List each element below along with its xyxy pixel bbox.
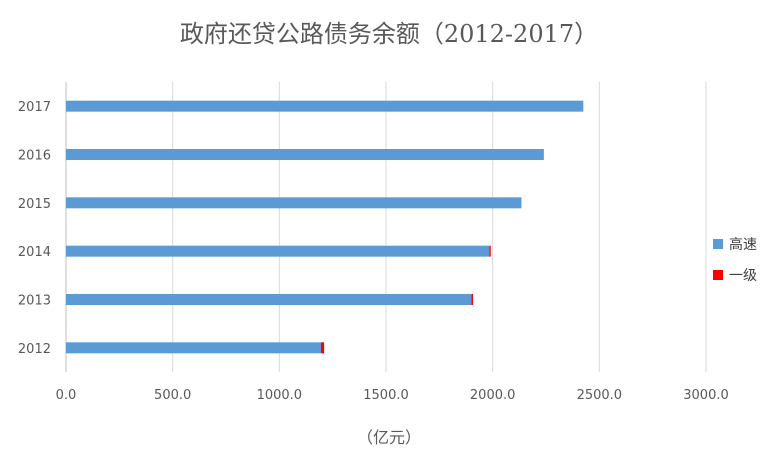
legend-swatch-class1 bbox=[713, 270, 723, 280]
bar-highway-2017 bbox=[66, 100, 584, 112]
x-tick-labels: 0.0 500.0 1000.0 1500.0 2000.0 2500.0 3000.0 bbox=[56, 388, 729, 403]
bar-highway-2015 bbox=[66, 197, 522, 209]
y-tick-label: 2015 bbox=[18, 197, 51, 212]
bar-class1-2012 bbox=[320, 342, 325, 354]
x-tick-label: 1500.0 bbox=[363, 388, 409, 403]
x-tick-label: 3000.0 bbox=[683, 388, 729, 403]
y-tick-label: 2013 bbox=[18, 294, 51, 309]
y-tick-label: 2012 bbox=[18, 342, 51, 357]
y-tick-label: 2017 bbox=[18, 100, 51, 115]
bar-class1-2013 bbox=[471, 294, 474, 305]
bar-highway-2016 bbox=[66, 149, 544, 160]
bar-highway-2013 bbox=[66, 294, 472, 305]
legend-label-class1: 一级 bbox=[729, 268, 757, 284]
y-tick-label: 2016 bbox=[18, 149, 51, 164]
bar-class1-2014 bbox=[489, 245, 491, 257]
legend-swatch-highway bbox=[713, 239, 723, 249]
gridlines bbox=[65, 82, 707, 372]
x-tick-label: 1000.0 bbox=[257, 388, 303, 403]
x-axis-label: （亿元） bbox=[356, 428, 421, 447]
legend-label-highway: 高速 bbox=[729, 237, 757, 253]
x-tick-label: 2000.0 bbox=[470, 388, 516, 403]
bar-highway-2012 bbox=[66, 342, 321, 354]
x-tick-label: 500.0 bbox=[154, 388, 191, 403]
legend: 高速 一级 bbox=[713, 232, 757, 294]
y-tick-label: 2014 bbox=[18, 245, 51, 260]
legend-item-highway: 高速 bbox=[713, 232, 757, 256]
legend-item-class1: 一级 bbox=[713, 263, 757, 287]
x-tick-label: 0.0 bbox=[56, 388, 77, 403]
chart-title: 政府还贷公路债务余额（2012-2017） bbox=[179, 20, 599, 48]
y-tick-labels: 2012 2013 2014 2015 2016 2017 bbox=[18, 100, 51, 357]
x-tick-label: 2500.0 bbox=[577, 388, 623, 403]
bars bbox=[66, 100, 584, 354]
bar-highway-2014 bbox=[66, 245, 490, 257]
